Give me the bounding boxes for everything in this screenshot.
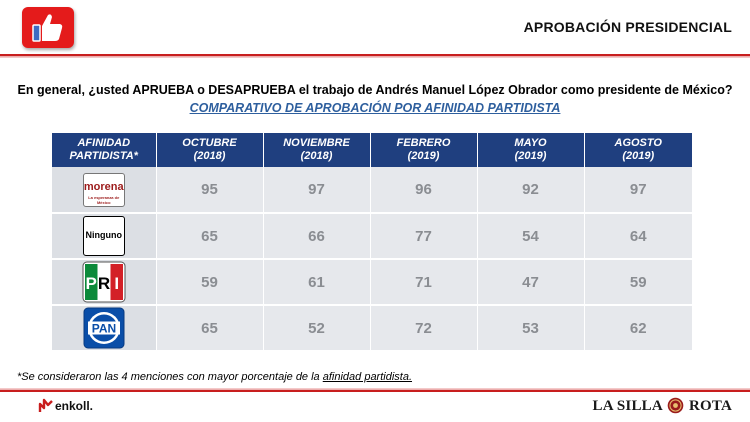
value-cell: 65 xyxy=(156,305,264,352)
pri-logo-icon: P R I xyxy=(82,261,126,303)
enkoll-brand-text: enkoll. xyxy=(55,399,94,413)
value-cell: 61 xyxy=(263,259,371,306)
party-cell-morena: morena La esperanza de México xyxy=(52,167,157,214)
morena-logo-subtext: La esperanza de México xyxy=(88,194,120,205)
header-line: AFINIDAD xyxy=(77,137,131,149)
page-title: APROBACIÓN PRESIDENCIAL xyxy=(523,19,732,35)
svg-text:I: I xyxy=(114,274,119,293)
header-line: (2019) xyxy=(407,150,440,162)
value-cell: 97 xyxy=(584,167,692,214)
header-line: OCTUBRE xyxy=(182,137,237,149)
party-cell-pri: P R I xyxy=(52,259,157,306)
approval-table: AFINIDAD PARTIDISTA* OCTUBRE (2018) NOVIEM… xyxy=(52,133,692,352)
value-cell: 71 xyxy=(370,259,478,306)
header-divider xyxy=(0,54,750,58)
table-row-ninguno: Ninguno 65 66 77 54 64 xyxy=(52,213,692,260)
table-row-pan: PAN 65 52 72 53 62 xyxy=(52,305,692,352)
la-silla-rota-seal-icon xyxy=(667,397,684,414)
party-cell-ninguno: Ninguno xyxy=(52,213,157,260)
header-line: (2018) xyxy=(193,150,226,162)
value-cell: 92 xyxy=(477,167,585,214)
thumbs-up-logo xyxy=(22,7,74,48)
value-cell: 72 xyxy=(370,305,478,352)
footnote-underlined-text: afinidad partidista. xyxy=(322,371,413,383)
header-line: NOVIEMBRE xyxy=(283,137,350,149)
value-cell: 53 xyxy=(477,305,585,352)
value-cell: 64 xyxy=(584,213,692,260)
value-cell: 52 xyxy=(263,305,371,352)
value-cell: 95 xyxy=(156,167,264,214)
value-cell: 62 xyxy=(584,305,692,352)
column-header-febrero: FEBRERO (2019) xyxy=(370,133,478,167)
column-header-agosto: AGOSTO (2019) xyxy=(584,133,692,167)
column-header-octubre: OCTUBRE (2018) xyxy=(156,133,264,167)
header-line: MAYO xyxy=(514,137,547,149)
enkoll-logo-icon xyxy=(38,398,53,412)
value-cell: 47 xyxy=(477,259,585,306)
header-line: PARTIDISTA* xyxy=(69,150,138,162)
footer-divider xyxy=(0,388,750,392)
footnote: *Se consideraron las 4 menciones con may… xyxy=(17,371,412,383)
header-line: (2019) xyxy=(622,150,655,162)
value-cell: 59 xyxy=(584,259,692,306)
enkoll-brand: enkoll. xyxy=(38,398,93,416)
table-header-row: AFINIDAD PARTIDISTA* OCTUBRE (2018) NOVIEM… xyxy=(52,133,692,167)
morena-logo-text: morena xyxy=(83,180,124,193)
la-silla-rota-brand: LA SILLA ROTA xyxy=(593,397,733,415)
value-cell: 54 xyxy=(477,213,585,260)
header-line: (2018) xyxy=(300,150,333,162)
column-header-noviembre: NOVIEMBRE (2018) xyxy=(263,133,371,167)
brand-text-left: LA SILLA xyxy=(592,398,663,414)
value-cell: 65 xyxy=(156,213,264,260)
value-cell: 77 xyxy=(370,213,478,260)
value-cell: 66 xyxy=(263,213,371,260)
footnote-text: *Se consideraron las 4 menciones con may… xyxy=(17,371,323,383)
table-subtitle: COMPARATIVO DE APROBACIÓN POR AFINIDAD P… xyxy=(189,101,561,115)
svg-text:PAN: PAN xyxy=(92,322,116,336)
ninguno-logo: Ninguno xyxy=(82,216,125,256)
value-cell: 97 xyxy=(263,167,371,214)
brand-text-right: ROTA xyxy=(688,398,732,414)
column-header-mayo: MAYO (2019) xyxy=(477,133,585,167)
header-line: FEBRERO xyxy=(396,137,451,149)
header-line: AGOSTO xyxy=(614,137,662,149)
value-cell: 59 xyxy=(156,259,264,306)
table-row-pri: P R I 59 61 71 47 59 xyxy=(52,259,692,306)
column-header-affinity: AFINIDAD PARTIDISTA* xyxy=(52,133,157,167)
table-row-morena: morena La esperanza de México 95 97 96 9… xyxy=(52,167,692,214)
svg-text:P: P xyxy=(85,274,96,293)
value-cell: 96 xyxy=(370,167,478,214)
morena-logo: morena La esperanza de México xyxy=(82,172,125,207)
pan-logo-icon: PAN xyxy=(83,307,125,349)
thumbs-up-icon xyxy=(32,14,63,42)
header-line: (2019) xyxy=(514,150,547,162)
svg-text:R: R xyxy=(98,274,110,293)
party-cell-pan: PAN xyxy=(52,305,157,352)
survey-question: En general, ¿usted APRUEBA o DESAPRUEBA … xyxy=(17,83,733,97)
